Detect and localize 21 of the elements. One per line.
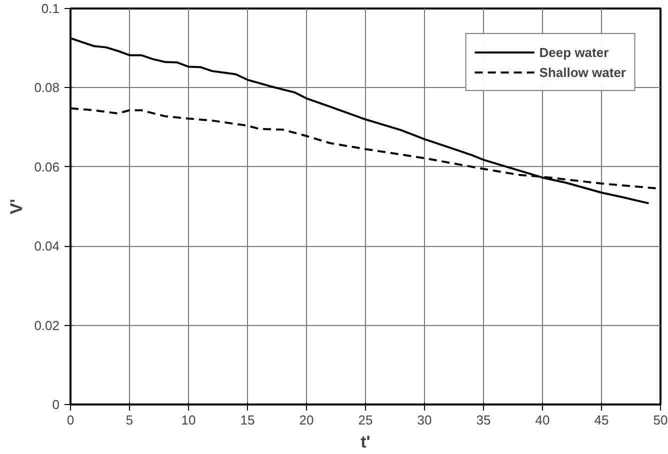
x-axis-title: t': [360, 432, 370, 452]
x-tick-label: 0: [66, 412, 74, 428]
x-tick-label: 45: [594, 412, 609, 428]
x-tick-label: 35: [476, 412, 491, 428]
x-tick-label: 5: [126, 412, 134, 428]
x-tick-label: 40: [535, 412, 550, 428]
y-tick-label: 0.04: [34, 238, 60, 254]
y-tick-label: 0: [52, 397, 60, 412]
legend-label: Shallow water: [539, 64, 626, 80]
x-tick-label: 30: [417, 412, 432, 428]
x-tick-label: 10: [181, 412, 196, 428]
x-tick-label: 25: [358, 412, 373, 428]
legend-label: Deep water: [539, 44, 609, 60]
y-tick-label: 0.06: [34, 159, 60, 174]
y-tick-label: 0.02: [34, 318, 60, 333]
y-tick-label: 0.1: [41, 1, 60, 16]
x-tick-label: 20: [299, 412, 314, 428]
y-tick-label: 0.08: [34, 80, 60, 96]
x-tick-label: 50: [653, 412, 668, 428]
x-tick-label: 15: [240, 412, 255, 428]
y-axis-title: V': [7, 198, 26, 214]
